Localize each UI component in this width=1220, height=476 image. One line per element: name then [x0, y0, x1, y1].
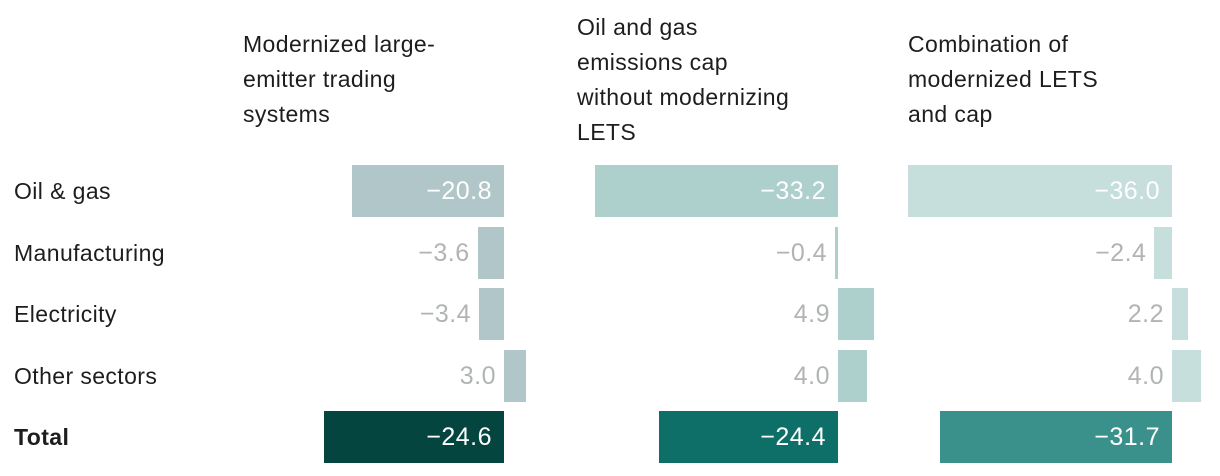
- bar-value-label: −20.8: [426, 177, 492, 205]
- bar-electricity-scenario-3: [1172, 288, 1189, 341]
- bar-manufacturing-scenario-3: [1154, 226, 1172, 279]
- bar-manufacturing-scenario-2: [835, 226, 838, 279]
- column-header-line: Oil and gas: [577, 14, 698, 40]
- bar-value-label: −2.4: [1095, 238, 1147, 267]
- bar-oil-gas-scenario-3: [908, 165, 1172, 217]
- bar-value-label: −36.0: [1094, 177, 1160, 205]
- bar-value-label: −24.6: [426, 423, 492, 452]
- column-header-line: Combination of: [908, 31, 1069, 57]
- column-header-line: and cap: [908, 101, 993, 127]
- bar-total-scenario-2: [659, 411, 838, 464]
- row-label-manufacturing: Manufacturing: [14, 239, 165, 266]
- column-header-line: modernized LETS: [908, 66, 1099, 92]
- bar-value-label: −3.4: [419, 300, 472, 329]
- row-label-total: Total: [14, 424, 70, 451]
- column-header-line: LETS: [577, 119, 637, 145]
- column-header-line: Modernized large-: [243, 31, 436, 57]
- bar-value-label: 4.0: [793, 361, 830, 390]
- bar-value-label: 4.0: [1127, 361, 1164, 390]
- bar-other-sectors-scenario-3: [1172, 349, 1202, 402]
- bar-value-label: 3.0: [459, 361, 496, 390]
- column-header-line: emissions cap: [577, 49, 728, 75]
- bar-electricity-scenario-2: [838, 288, 874, 341]
- bar-other-sectors-scenario-1: [504, 349, 526, 402]
- bar-value-label: −33.2: [760, 177, 826, 205]
- bar-value-label: −31.7: [1094, 423, 1160, 452]
- bar-value-label: −0.4: [775, 238, 828, 267]
- row-label-oil-gas: Oil & gas: [14, 178, 111, 204]
- bar-manufacturing-scenario-1: [477, 226, 504, 279]
- row-label-electricity: Electricity: [14, 301, 117, 328]
- bar-total-scenario-3: [939, 411, 1172, 464]
- bar-other-sectors-scenario-2: [838, 349, 868, 402]
- bar-oil-gas-scenario-2: [594, 165, 838, 217]
- column-header-line: emitter trading: [243, 66, 397, 92]
- bar-oil-gas-scenario-1: [351, 165, 504, 217]
- column-header-line: without modernizing: [577, 84, 790, 110]
- column-header-line: systems: [243, 101, 331, 127]
- bar-total-scenario-1: [323, 411, 504, 464]
- bar-value-label: −3.6: [418, 238, 470, 267]
- bar-value-label: 2.2: [1127, 300, 1164, 329]
- row-label-other-sectors: Other sectors: [14, 362, 158, 389]
- column-header-combination-of-modernized-lets: Combination of modernized LETS and cap: [908, 27, 1098, 132]
- column-header-modernized-large-emitter-tradi: Modernized large-emitter trading systems: [243, 27, 435, 132]
- bar-electricity-scenario-1: [479, 288, 504, 341]
- column-header-oil-and-gas-emissions-cap-with: Oil and gas emissions cap without moderniz…: [577, 10, 789, 150]
- bar-value-label: −24.4: [760, 423, 826, 452]
- bar-value-label: 4.9: [793, 300, 830, 329]
